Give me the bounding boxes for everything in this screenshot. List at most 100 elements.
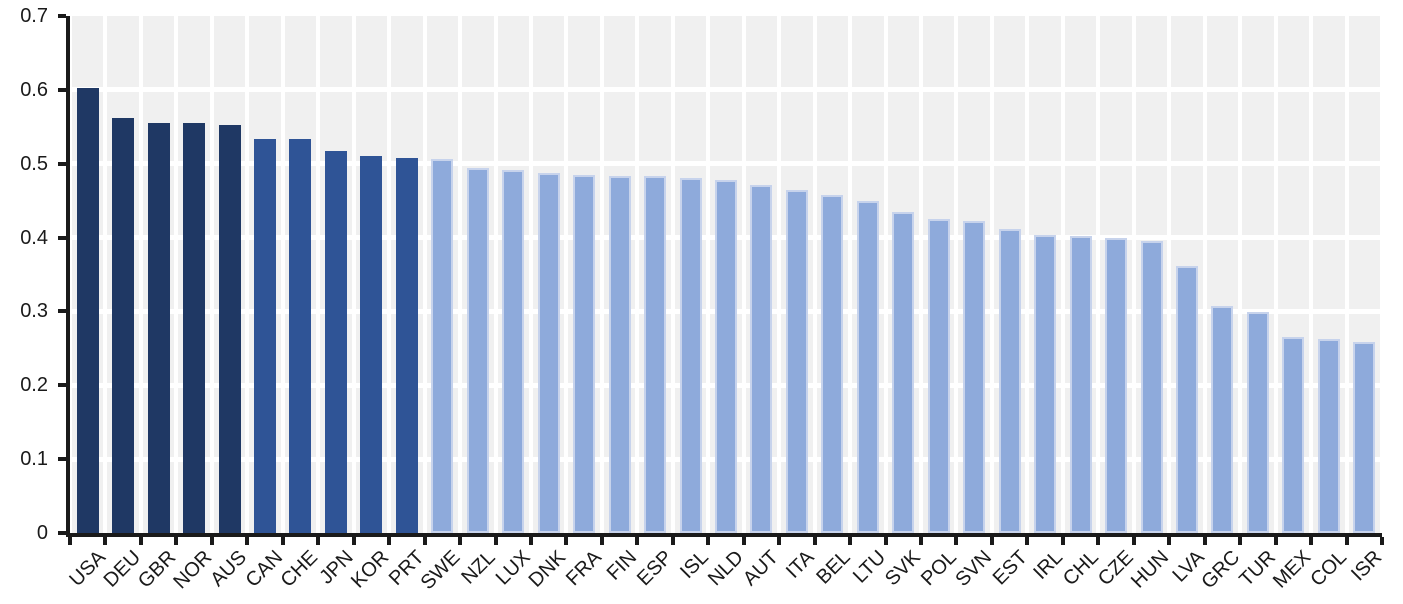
bar-TUR — [1246, 312, 1269, 533]
bar-ESP — [644, 176, 667, 533]
y-axis-line — [66, 16, 70, 537]
x-tick — [103, 537, 108, 545]
y-tick-label: 0.2 — [20, 374, 48, 397]
y-tick-label: 0.3 — [20, 300, 48, 323]
bar-LVA — [1175, 265, 1198, 533]
x-tick-label-BEL: BEL — [811, 546, 855, 589]
x-tick — [741, 537, 746, 545]
x-tick — [280, 537, 285, 545]
x-tick-label-LUX: LUX — [492, 546, 536, 590]
y-tick — [58, 235, 66, 240]
y-tick — [58, 161, 66, 166]
x-tick — [174, 537, 179, 545]
bar-NOR — [183, 123, 206, 533]
x-tick — [848, 537, 853, 545]
x-tick-label-CHE: CHE — [276, 546, 323, 592]
bar-AUT — [750, 185, 773, 533]
x-tick — [1273, 537, 1278, 545]
x-tick-label-KOR: KOR — [347, 546, 394, 593]
x-tick — [1060, 537, 1065, 545]
bar-NZL — [466, 168, 489, 533]
x-tick — [209, 537, 214, 545]
y-tick — [58, 383, 66, 388]
x-axis-line — [66, 533, 1382, 537]
x-tick — [68, 537, 72, 545]
x-tick-label-USA: USA — [64, 546, 110, 591]
x-tick-label-FRA: FRA — [562, 546, 607, 591]
bar-PRT — [395, 157, 418, 533]
x-tick-label-NZL: NZL — [457, 546, 500, 589]
x-tick-label-CAN: CAN — [241, 546, 287, 592]
x-tick — [1167, 537, 1172, 545]
bar-GRC — [1211, 306, 1234, 533]
x-tick — [316, 537, 321, 545]
bar-CAN — [254, 139, 277, 533]
x-tick — [706, 537, 711, 545]
x-tick-label-NOR: NOR — [168, 546, 216, 594]
bar-LTU — [856, 200, 879, 533]
y-tick — [58, 457, 66, 462]
bar-BEL — [821, 195, 844, 533]
y-tick-label: 0.7 — [20, 5, 48, 27]
bar-SVN — [963, 221, 986, 533]
x-tick — [528, 537, 533, 545]
x-tick-label-MEX: MEX — [1269, 546, 1316, 593]
x-tick — [1131, 537, 1136, 545]
x-tick-label-POL: POL — [916, 546, 961, 591]
x-tick — [422, 537, 427, 545]
bar-EST — [998, 229, 1021, 533]
x-tick-label-IRL: IRL — [1029, 546, 1067, 584]
bar-KOR — [360, 156, 383, 533]
x-tick-label-EST: EST — [988, 546, 1032, 590]
x-tick-label-AUT: AUT — [739, 546, 784, 591]
bar-ISR — [1353, 341, 1376, 533]
x-tick-label-DNK: DNK — [525, 546, 571, 592]
x-tick — [1096, 537, 1101, 545]
x-tick-label-FIN: FIN — [603, 546, 642, 585]
x-tick-label-LTU: LTU — [848, 546, 890, 588]
x-tick — [387, 537, 392, 545]
x-tick-label-COL: COL — [1306, 546, 1351, 591]
x-tick — [1025, 537, 1030, 545]
x-tick-label-HUN: HUN — [1127, 546, 1174, 593]
x-tick-label-CHL: CHL — [1058, 546, 1103, 591]
y-tick — [58, 531, 66, 535]
bar-CZE — [1105, 237, 1128, 533]
x-tick-label-NLD: NLD — [703, 546, 748, 591]
x-tick-label-DEU: DEU — [99, 546, 146, 592]
x-tick — [635, 537, 640, 545]
h-gridline — [70, 87, 1382, 93]
x-tick — [1238, 537, 1243, 545]
y-tick-label: 0.4 — [20, 226, 48, 249]
x-tick — [883, 537, 888, 545]
bar-CHL — [1069, 236, 1092, 533]
y-tick-label: 0.1 — [20, 448, 48, 471]
x-tick — [1344, 537, 1349, 545]
x-tick-label-SWE: SWE — [416, 546, 465, 595]
x-tick — [245, 537, 250, 545]
y-tick — [58, 309, 66, 314]
bar-GBR — [147, 123, 170, 533]
bar-HUN — [1140, 240, 1163, 533]
bar-POL — [927, 219, 950, 533]
y-tick-label: 0 — [36, 522, 48, 544]
x-tick — [777, 537, 782, 545]
x-tick — [564, 537, 569, 545]
x-tick — [1202, 537, 1207, 545]
x-tick — [670, 537, 675, 545]
bar-SWE — [431, 159, 454, 533]
y-tick-label: 0.5 — [20, 152, 48, 175]
bar-LUX — [502, 170, 525, 533]
bar-SVK — [892, 212, 915, 533]
x-tick — [138, 537, 143, 545]
x-tick — [1380, 537, 1384, 545]
x-tick — [493, 537, 498, 545]
bar-FRA — [573, 174, 596, 533]
y-tick-label: 0.6 — [20, 78, 48, 101]
bar-ISL — [679, 177, 702, 533]
h-gridline — [70, 161, 1382, 167]
bar-DNK — [537, 173, 560, 533]
x-tick-label-ESP: ESP — [633, 546, 677, 591]
x-tick-label-SVN: SVN — [951, 546, 997, 591]
x-tick — [989, 537, 994, 545]
